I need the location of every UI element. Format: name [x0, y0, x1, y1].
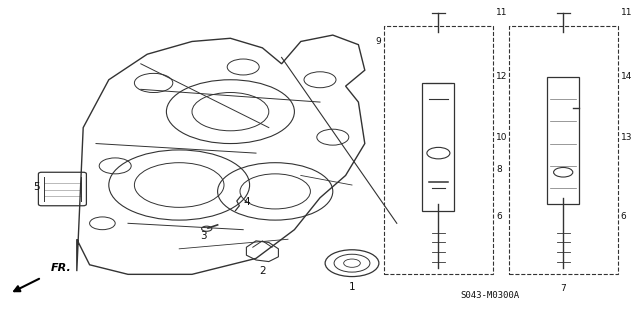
Bar — [384, 26, 493, 274]
Text: 9: 9 — [375, 37, 381, 46]
Bar — [509, 26, 618, 274]
Text: 14: 14 — [621, 72, 632, 81]
Text: 8: 8 — [496, 165, 502, 174]
Text: FR.: FR. — [51, 263, 72, 273]
Text: 12: 12 — [496, 72, 508, 81]
Text: 11: 11 — [621, 8, 632, 17]
Text: 3: 3 — [200, 231, 207, 241]
Bar — [547, 77, 579, 204]
Text: 11: 11 — [496, 8, 508, 17]
Text: S043-M0300A: S043-M0300A — [461, 291, 520, 300]
Text: 10: 10 — [496, 133, 508, 142]
Bar — [422, 83, 454, 211]
Text: 6: 6 — [621, 212, 627, 221]
Text: 13: 13 — [621, 133, 632, 142]
Text: 1: 1 — [349, 282, 355, 292]
Text: 4: 4 — [243, 197, 250, 207]
Text: 7: 7 — [561, 284, 566, 293]
Text: 5: 5 — [33, 182, 40, 192]
Text: 6: 6 — [496, 212, 502, 221]
Text: 2: 2 — [259, 266, 266, 276]
